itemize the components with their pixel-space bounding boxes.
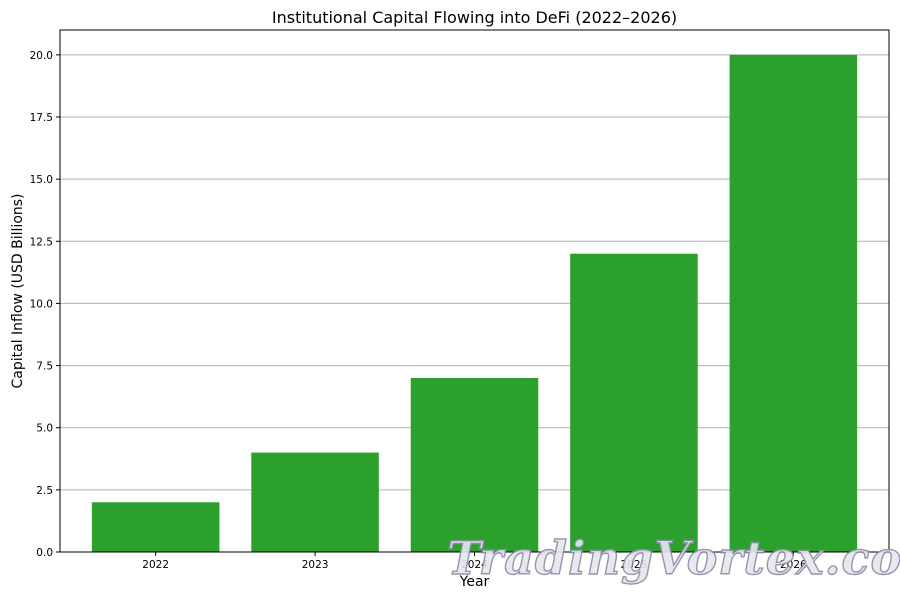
bar-2023 bbox=[251, 452, 379, 552]
y-axis-ticks: 0.0 2.5 5.0 7.5 10.0 12.5 15.0 17.5 20.0 bbox=[30, 50, 60, 559]
y-tick-label: 20.0 bbox=[30, 50, 53, 62]
bar-2026 bbox=[729, 54, 858, 552]
x-axis-label: Year bbox=[459, 574, 490, 590]
bar-2025 bbox=[570, 253, 698, 552]
x-tick-label: 2025 bbox=[621, 559, 648, 571]
y-tick-label: 12.5 bbox=[30, 236, 53, 248]
watermark: TradingVortex.com bbox=[447, 531, 900, 585]
chart-title: Institutional Capital Flowing into DeFi … bbox=[272, 8, 677, 27]
y-axis-label: Capital Inflow (USD Billions) bbox=[10, 193, 26, 388]
bar-2022 bbox=[91, 502, 220, 552]
y-tick-label: 15.0 bbox=[30, 174, 53, 186]
x-tick-label: 2026 bbox=[780, 559, 807, 571]
x-axis-ticks: 2022 2023 2024 2025 2026 bbox=[142, 552, 807, 571]
y-tick-label: 7.5 bbox=[36, 361, 53, 373]
x-tick-label: 2024 bbox=[461, 559, 488, 571]
x-tick-label: 2022 bbox=[142, 559, 169, 571]
y-tick-label: 5.0 bbox=[36, 423, 53, 435]
grid-layer bbox=[60, 54, 889, 553]
y-tick-label: 2.5 bbox=[36, 485, 53, 497]
y-tick-label: 17.5 bbox=[30, 112, 53, 124]
bars-layer bbox=[91, 54, 858, 552]
x-tick-label: 2023 bbox=[302, 559, 329, 571]
bar-2024 bbox=[410, 378, 539, 552]
y-tick-label: 10.0 bbox=[30, 298, 53, 310]
y-tick-label: 0.0 bbox=[36, 547, 53, 559]
